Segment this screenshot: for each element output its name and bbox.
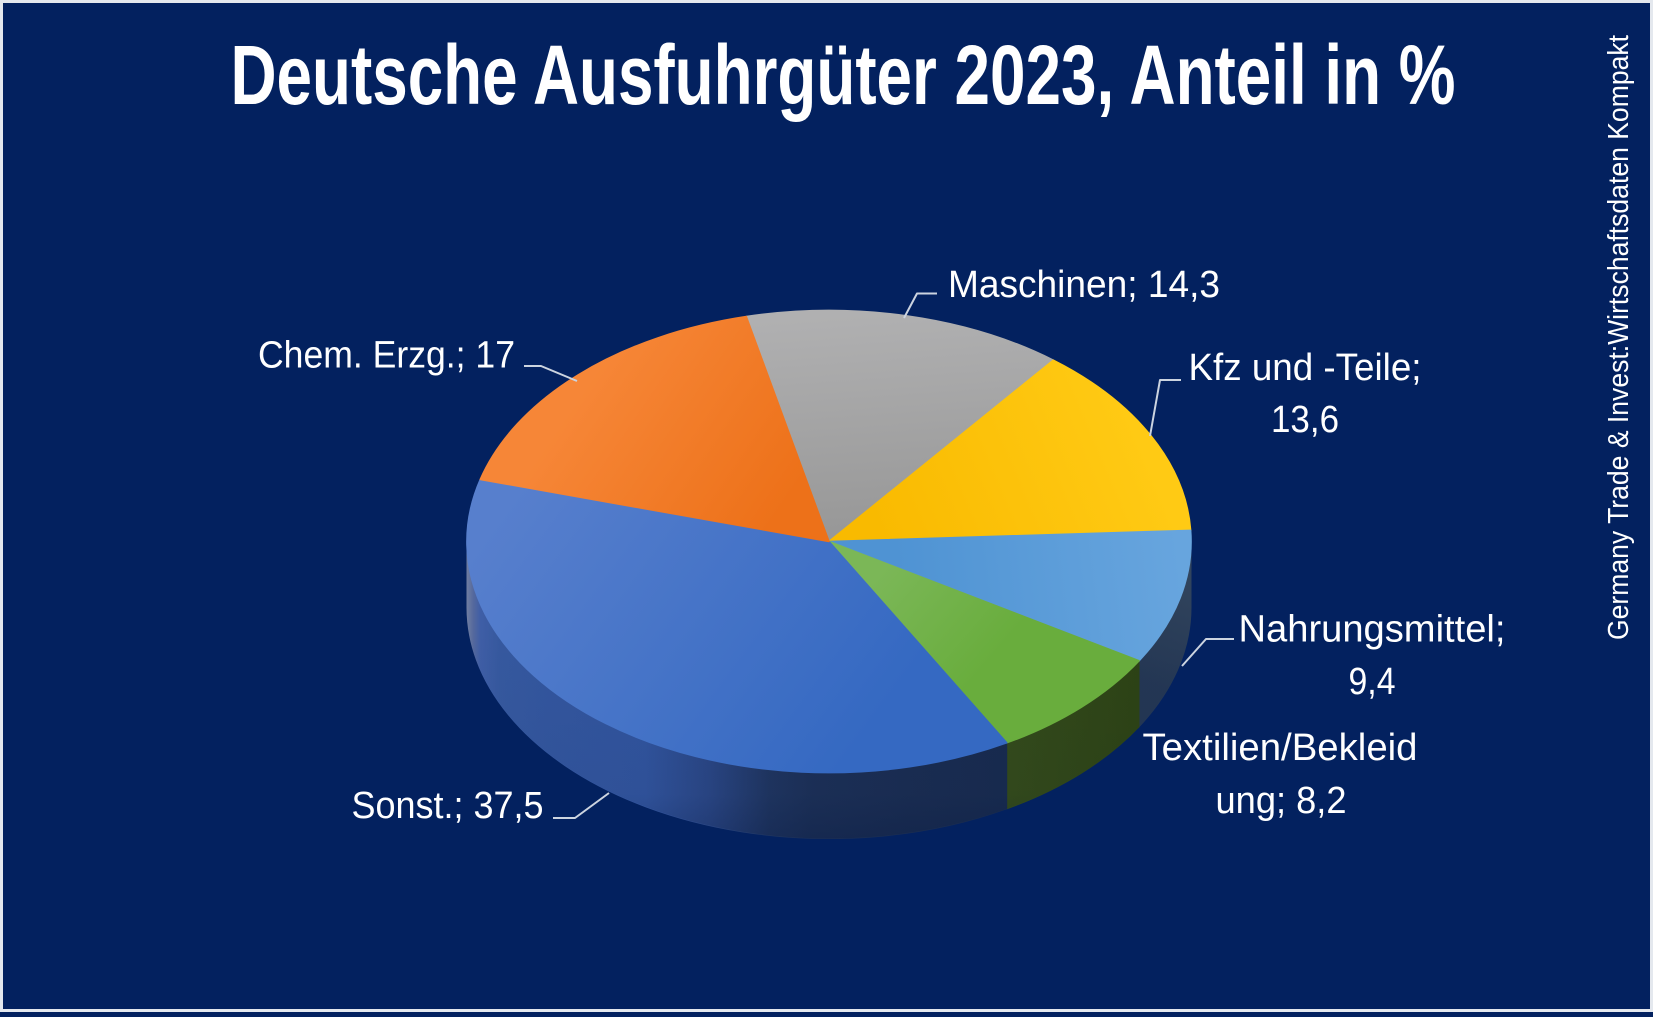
svg-text:Nahrungsmittel;: Nahrungsmittel; bbox=[1239, 609, 1506, 651]
svg-text:Deutsche Ausfuhrgüter 2023, An: Deutsche Ausfuhrgüter 2023, Anteil in % bbox=[231, 28, 1456, 122]
svg-text:Textilien/Bekleid: Textilien/Bekleid bbox=[1143, 727, 1418, 769]
svg-text:9,4: 9,4 bbox=[1349, 661, 1396, 703]
svg-text:Maschinen; 14,3: Maschinen; 14,3 bbox=[948, 264, 1220, 306]
svg-text:13,6: 13,6 bbox=[1271, 399, 1339, 441]
svg-text:Germany Trade & Invest:Wirtsch: Germany Trade & Invest:Wirtschaftsdaten … bbox=[1603, 35, 1635, 640]
svg-text:Sonst.; 37,5: Sonst.; 37,5 bbox=[352, 785, 544, 827]
svg-text:Kfz und -Teile;: Kfz und -Teile; bbox=[1189, 347, 1422, 389]
svg-text:ung; 8,2: ung; 8,2 bbox=[1216, 780, 1347, 822]
svg-text:Chem. Erzg.; 17: Chem. Erzg.; 17 bbox=[258, 335, 515, 377]
